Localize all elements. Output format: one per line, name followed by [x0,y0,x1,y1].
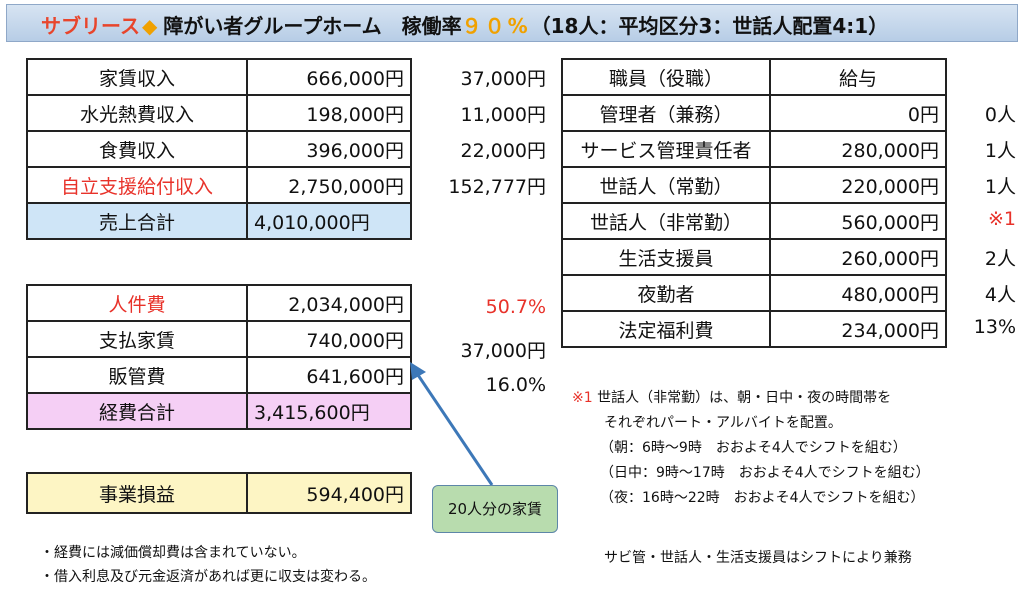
staff-count-note-mark: ※1 [987,208,1016,230]
revenue-amount: 396,000円 [246,130,412,168]
profit-label: 事業損益 [26,472,248,514]
staff-count: 4人 [984,284,1016,306]
revenue-amount: 666,000円 [246,58,412,96]
expense-label: 人件費 [26,284,248,322]
staff-role: サービス管理責任者 [561,130,771,168]
sga-ratio: 16.0% [485,374,546,396]
brand-label: サブリース [41,14,140,38]
title-text: 障がい者グループホーム 稼働率 [163,14,462,38]
staff-role-header: 職員（役職） [561,58,771,96]
per-person-value: 37,000円 [460,68,546,90]
per-person-value: 11,000円 [460,104,546,126]
revenue-label: 食費収入 [26,130,248,168]
table-row: 自立支援給付収入 2,750,000円 [26,166,412,204]
staff-salary: 220,000円 [769,166,947,204]
table-row: サービス管理責任者 280,000円 [561,130,947,168]
header-banner: サブリース ◆ 障がい者グループホーム 稼働率９０%（18人：平均区分3：世話人配置… [6,4,1018,42]
occupancy-rate: ９０% [461,14,531,38]
table-row: 事業損益 594,400円 [26,472,412,514]
welfare-rate: 13% [973,316,1016,338]
staff-role: 管理者（兼務） [561,94,771,132]
sales-total-amount: 4,010,000円 [246,202,412,240]
table-row: 食費収入 396,000円 [26,130,412,168]
table-row: 管理者（兼務） 0円 [561,94,947,132]
footnote-line: サビ管・世話人・生活支援員はシフトにより兼務 [604,550,912,566]
staff-salary: 0円 [769,94,947,132]
expense-amount: 2,034,000円 [246,284,412,322]
expense-label: 販管費 [26,356,248,394]
expense-total-amount: 3,415,600円 [246,392,412,430]
footnote-line: 世話人（非常勤）は、朝・日中・夜の時間帯を [597,390,892,406]
staff-role: 世話人（常勤） [561,166,771,204]
expense-table: 人件費 2,034,000円 支払家賃 740,000円 販管費 641,600… [26,284,412,430]
table-row: 世話人（非常勤） 560,000円 [561,202,947,240]
revenue-amount: 2,750,000円 [246,166,412,204]
expense-label: 支払家賃 [26,320,248,358]
table-row: 法定福利費 234,000円 [561,310,947,348]
staff-count: 1人 [984,140,1016,162]
staff-role: 世話人（非常勤） [561,202,771,240]
note-line: ・経費には減価償却費は含まれていない。 [40,545,306,561]
table-row: 売上合計 4,010,000円 [26,202,412,240]
table-row: 生活支援員 260,000円 [561,238,947,276]
profit-amount: 594,400円 [246,472,412,514]
expense-amount: 641,600円 [246,356,412,394]
staff-salary: 234,000円 [769,310,947,348]
expense-amount: 740,000円 [246,320,412,358]
staff-count: 1人 [984,176,1016,198]
revenue-amount: 198,000円 [246,94,412,132]
table-row: 家賃収入 666,000円 [26,58,412,96]
staff-salary: 260,000円 [769,238,947,276]
header-title: サブリース ◆ 障がい者グループホーム 稼働率９０%（18人：平均区分3：世話人配置… [41,10,888,39]
table-row: 人件費 2,034,000円 [26,284,412,322]
per-person-value: 22,000円 [460,140,546,162]
staff-salary-header: 給与 [769,58,947,96]
footnote: ※1 世話人（非常勤）は、朝・日中・夜の時間帯を それぞれパート・アルバイトを配… [572,386,930,511]
table-row: 職員（役職） 給与 [561,58,947,96]
staff-role: 夜勤者 [561,274,771,312]
profit-table: 事業損益 594,400円 [26,472,412,514]
staff-salary: 280,000円 [769,130,947,168]
personnel-ratio: 50.7% [485,296,546,318]
table-row: 夜勤者 480,000円 [561,274,947,312]
sales-total-label: 売上合計 [26,202,248,240]
revenue-label: 自立支援給付収入 [26,166,248,204]
revenue-label: 家賃収入 [26,58,248,96]
revenue-label: 水光熱費収入 [26,94,248,132]
footnote-line: それぞれパート・アルバイトを配置。 [604,415,842,431]
title-suffix: （18人：平均区分3：世話人配置4:1） [530,14,889,38]
table-row: 販管費 641,600円 [26,356,412,394]
diamond-icon: ◆ [142,14,158,38]
table-row: 経費合計 3,415,600円 [26,392,412,430]
expense-total-label: 経費合計 [26,392,248,430]
staff-salary: 560,000円 [769,202,947,240]
rent-per-person: 37,000円 [460,340,546,362]
staff-role: 生活支援員 [561,238,771,276]
table-row: 支払家賃 740,000円 [26,320,412,358]
staff-count: 0人 [984,104,1016,126]
revenue-table: 家賃収入 666,000円 水光熱費収入 198,000円 食費収入 396,0… [26,58,412,240]
staff-salary: 480,000円 [769,274,947,312]
staff-table: 職員（役職） 給与 管理者（兼務） 0円 サービス管理責任者 280,000円 … [561,58,947,348]
table-row: 水光熱費収入 198,000円 [26,94,412,132]
footnote-mark: ※1 [572,390,593,406]
footnote-line: （日中：9時～17時 おおよそ4人でシフトを組む） [600,465,930,481]
table-row: 世話人（常勤） 220,000円 [561,166,947,204]
rent-callout: 20人分の家賃 [432,485,558,533]
footnote-line: （夜：16時～22時 おおよそ4人でシフトを組む） [600,490,925,506]
note-line: ・借入利息及び元金返済があれば更に収支は変わる。 [40,569,376,585]
staff-count: 2人 [984,248,1016,270]
per-person-value: 152,777円 [448,176,546,198]
footnote-line: （朝：6時～9時 おおよそ4人でシフトを組む） [600,440,907,456]
staff-role: 法定福利費 [561,310,771,348]
